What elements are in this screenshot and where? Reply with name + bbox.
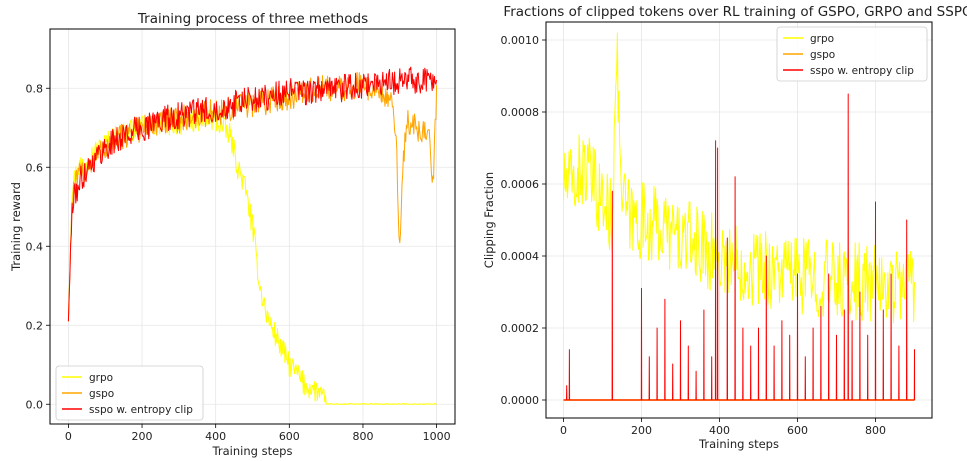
series-grpo-line xyxy=(563,32,915,324)
training-reward-chart: Training process of three methods 0 200 40… xyxy=(9,11,456,458)
x-tick-label: 800 xyxy=(865,424,886,437)
y-tick-label: 0.8 xyxy=(26,82,44,95)
ticks: 0 200 400 600 800 1000 0.0 0.2 0.4 0.6 0.8 xyxy=(26,82,451,443)
legend-label-gspo: gspo xyxy=(89,388,114,400)
series-layer xyxy=(563,32,916,401)
legend-label-sspo-w-entropy-clip: sspo w. entropy clip xyxy=(89,404,193,416)
y-tick-label: 0.2 xyxy=(26,319,44,332)
legend-label-gspo: gspo xyxy=(810,49,835,61)
x-tick-label: 800 xyxy=(352,430,373,443)
clipping-fraction-chart: Fractions of clipped tokens over RL trai… xyxy=(482,4,967,451)
y-tick-label: 0.0002 xyxy=(501,322,540,335)
ticks: 0 200 400 600 800 0.0000 0.0002 0.0004 0.0006 0.0… xyxy=(501,34,886,437)
y-axis-label: Training reward xyxy=(9,182,23,272)
series-layer xyxy=(67,66,438,405)
legend-label-sspo-w-entropy-clip: sspo w. entropy clip xyxy=(810,65,914,77)
x-tick-label: 400 xyxy=(709,424,730,437)
y-tick-label: 0.0000 xyxy=(501,394,540,407)
x-tick-label: 200 xyxy=(631,424,652,437)
x-tick-label: 600 xyxy=(787,424,808,437)
chart-title: Training process of three methods xyxy=(137,11,368,27)
legend: grpo gspo sspo w. entropy clip xyxy=(55,365,204,421)
x-axis-label: Training steps xyxy=(212,444,293,458)
y-tick-label: 0.0010 xyxy=(501,34,540,47)
series-sspo-w-entropy-clip-line xyxy=(563,93,916,401)
legend-box xyxy=(776,26,928,82)
x-tick-label: 0 xyxy=(560,424,567,437)
legend-label-grpo: grpo xyxy=(810,33,834,45)
x-tick-label: 400 xyxy=(205,430,226,443)
x-tick-label: 200 xyxy=(132,430,153,443)
y-tick-label: 0.6 xyxy=(26,161,44,174)
series-gspo-line xyxy=(67,71,438,322)
x-axis-label: Training steps xyxy=(698,437,779,451)
y-tick-label: 0.0 xyxy=(26,398,44,411)
y-tick-label: 0.4 xyxy=(26,240,44,253)
legend: grpo gspo sspo w. entropy clip xyxy=(776,26,928,82)
y-tick-label: 0.0004 xyxy=(501,250,540,263)
x-tick-label: 600 xyxy=(279,430,300,443)
series-sspo-w-entropy-clip-line xyxy=(67,66,438,322)
legend-box xyxy=(55,365,204,421)
x-tick-label: 1000 xyxy=(423,430,451,443)
plot-frame xyxy=(49,28,456,425)
plot-frame xyxy=(545,21,933,419)
chart-title: Fractions of clipped tokens over RL trai… xyxy=(503,4,967,20)
x-tick-label: 0 xyxy=(65,430,72,443)
y-tick-label: 0.0006 xyxy=(501,178,540,191)
y-tick-label: 0.0008 xyxy=(501,106,540,119)
y-axis-label: Clipping Fraction xyxy=(482,172,496,268)
legend-label-grpo: grpo xyxy=(89,372,113,384)
